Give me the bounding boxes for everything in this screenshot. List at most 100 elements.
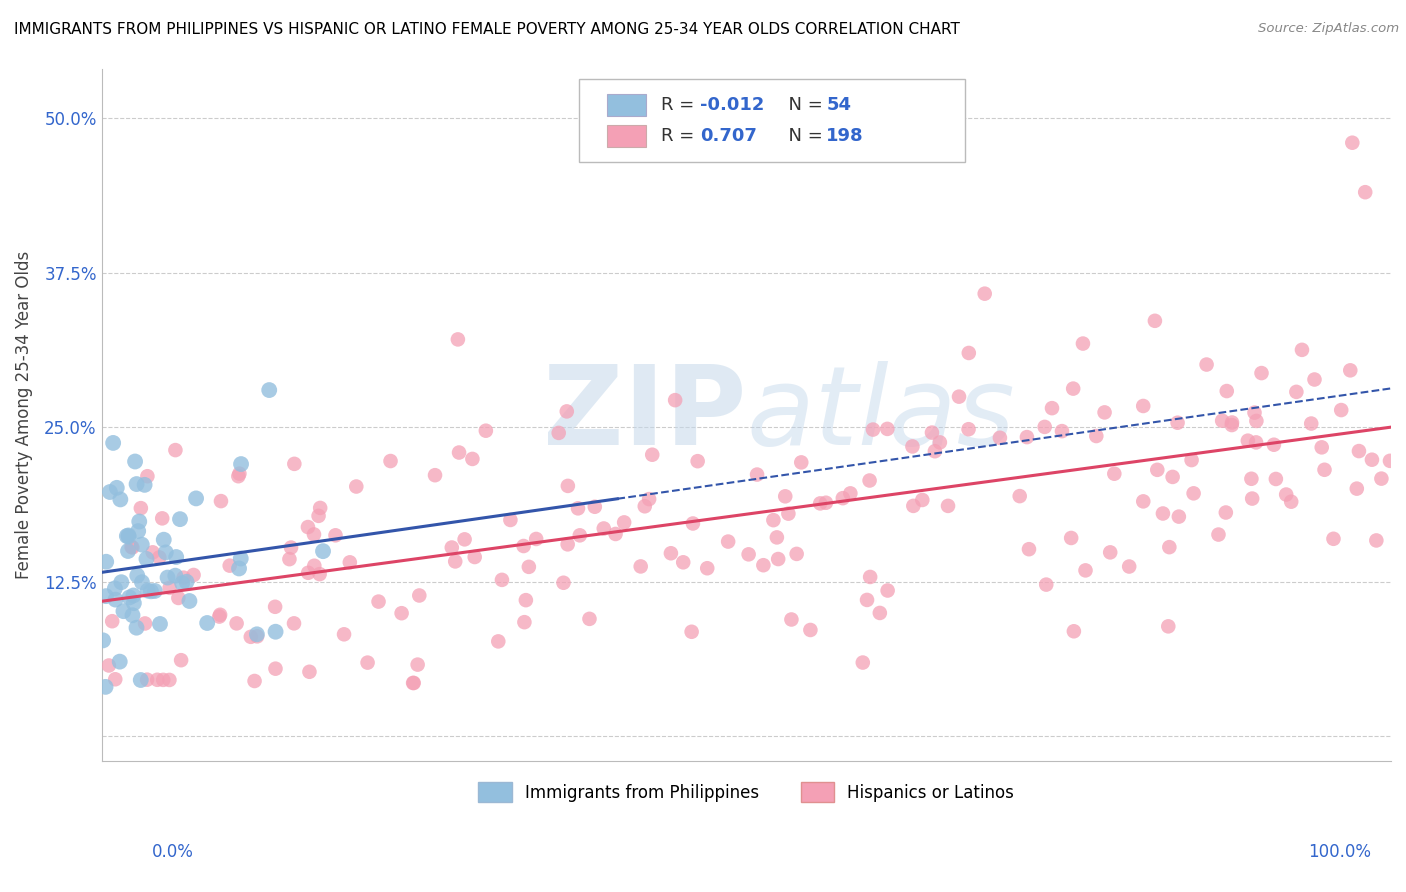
Point xyxy=(924,444,946,458)
Point xyxy=(156,570,179,584)
Point xyxy=(1241,491,1264,506)
Point xyxy=(280,541,302,555)
Point xyxy=(1008,489,1031,503)
Point xyxy=(225,616,247,631)
Point xyxy=(228,561,250,575)
Point xyxy=(856,593,879,607)
Point xyxy=(124,454,146,468)
FancyBboxPatch shape xyxy=(579,78,966,162)
Point xyxy=(283,616,305,631)
Point xyxy=(1015,430,1038,444)
Point xyxy=(1062,382,1084,396)
Point xyxy=(686,454,709,468)
Point xyxy=(157,673,180,687)
Point xyxy=(664,393,686,408)
Point xyxy=(790,455,813,469)
Point xyxy=(957,346,980,360)
Point xyxy=(122,589,145,603)
Point xyxy=(117,544,139,558)
Point xyxy=(557,537,579,551)
Y-axis label: Female Poverty Among 25-34 Year Olds: Female Poverty Among 25-34 Year Olds xyxy=(15,251,32,579)
Point xyxy=(297,520,319,534)
Point xyxy=(239,630,262,644)
Point xyxy=(1348,444,1371,458)
Point xyxy=(936,499,959,513)
Point xyxy=(1104,467,1126,481)
Point xyxy=(131,538,153,552)
Point xyxy=(786,547,808,561)
Point xyxy=(1250,366,1272,380)
Point xyxy=(778,507,800,521)
Point xyxy=(1285,384,1308,399)
Point xyxy=(1365,533,1388,548)
Point xyxy=(127,524,149,538)
Point xyxy=(152,673,174,687)
Point xyxy=(176,574,198,589)
Point xyxy=(134,616,156,631)
Point xyxy=(659,546,682,560)
Point xyxy=(1371,472,1393,486)
Point xyxy=(1063,624,1085,639)
Point xyxy=(264,662,287,676)
Point xyxy=(1243,406,1265,420)
Point xyxy=(1195,358,1218,372)
Point xyxy=(264,624,287,639)
Point xyxy=(1167,416,1189,430)
Point xyxy=(1330,403,1353,417)
Bar xyxy=(607,95,645,116)
Point xyxy=(1339,363,1361,377)
Point xyxy=(117,528,139,542)
Point xyxy=(155,545,177,559)
Point xyxy=(278,552,301,566)
Point xyxy=(402,676,425,690)
Point xyxy=(1094,405,1116,419)
Point xyxy=(367,594,389,608)
Point xyxy=(121,608,143,623)
Point xyxy=(1346,482,1368,496)
Point xyxy=(1159,540,1181,554)
Point xyxy=(1208,527,1230,541)
Point xyxy=(524,532,547,546)
Point xyxy=(1275,487,1298,501)
Point xyxy=(1246,414,1268,428)
Point xyxy=(391,606,413,620)
Point xyxy=(136,673,159,687)
Point xyxy=(578,612,600,626)
Point xyxy=(773,489,796,503)
Point xyxy=(1143,314,1166,328)
Point xyxy=(1361,452,1384,467)
Point xyxy=(1035,577,1057,591)
Point xyxy=(139,584,162,599)
Point xyxy=(150,511,173,525)
Point xyxy=(672,555,695,569)
Point xyxy=(1132,399,1154,413)
Point xyxy=(1099,545,1122,559)
Point xyxy=(243,673,266,688)
Point xyxy=(513,615,536,630)
Point xyxy=(557,479,579,493)
Point xyxy=(104,673,127,687)
Point xyxy=(302,527,325,541)
Point xyxy=(1071,336,1094,351)
Point xyxy=(108,655,131,669)
Point xyxy=(1211,414,1233,428)
Point xyxy=(98,485,121,500)
Point xyxy=(97,658,120,673)
Text: atlas: atlas xyxy=(747,361,1015,468)
Point xyxy=(246,627,269,641)
Point xyxy=(461,451,484,466)
Text: ZIP: ZIP xyxy=(543,361,747,468)
Point xyxy=(862,423,884,437)
Point xyxy=(423,468,446,483)
Point xyxy=(131,575,153,590)
Point xyxy=(903,499,925,513)
Point xyxy=(1263,438,1285,452)
Point xyxy=(1018,542,1040,557)
Point xyxy=(681,624,703,639)
Legend: Immigrants from Philippines, Hispanics or Latinos: Immigrants from Philippines, Hispanics o… xyxy=(465,769,1028,815)
Point xyxy=(208,609,231,624)
Point xyxy=(91,633,114,648)
Point xyxy=(121,540,143,554)
Point xyxy=(799,623,821,637)
Point xyxy=(308,508,330,523)
